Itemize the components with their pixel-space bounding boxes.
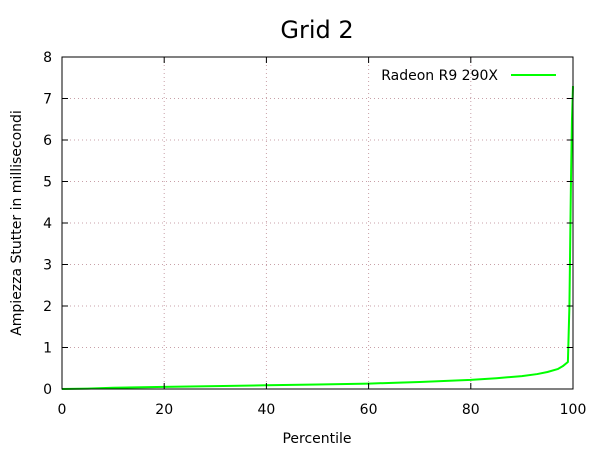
axis-ticks: 0 20 40 60 80 100 0 1 2 3 4 5 6 7 8 [43,50,586,418]
x-tick-label: 100 [560,402,587,418]
legend-label: Radeon R9 290X [381,68,498,84]
y-tick-label: 1 [43,341,52,357]
y-tick-label: 7 [43,92,52,108]
x-tick-label: 80 [462,402,480,418]
y-tick-label: 0 [43,382,52,398]
chart-title: Grid 2 [280,16,353,44]
x-tick-label: 20 [155,402,173,418]
y-tick-label: 3 [43,258,52,274]
y-tick-label: 6 [43,133,52,149]
y-tick-label: 5 [43,175,52,191]
x-tick-label: 0 [58,402,67,418]
x-axis-label: Percentile [282,431,351,447]
y-tick-label: 2 [43,299,52,315]
grid [62,57,573,389]
x-tick-label: 60 [360,402,378,418]
y-axis-label: Ampiezza Stutter in millisecondi [9,110,25,336]
x-tick-label: 40 [257,402,275,418]
y-tick-label: 4 [43,216,52,232]
legend: Radeon R9 290X [381,68,556,84]
y-tick-label: 8 [43,50,52,66]
data-series [61,86,574,390]
series-line [61,86,574,390]
